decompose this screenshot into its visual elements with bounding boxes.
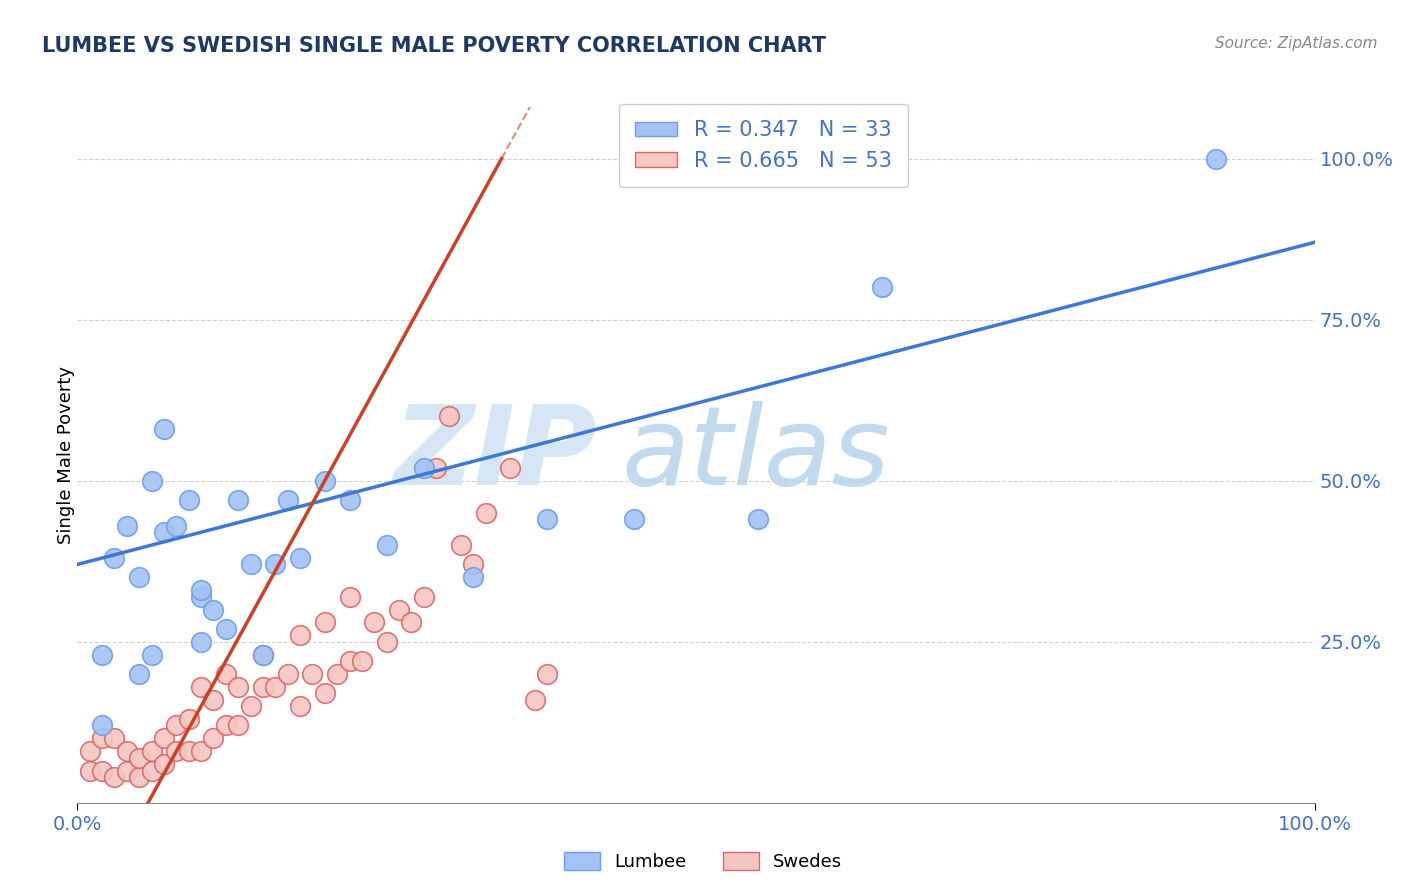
Point	[463, 558, 485, 572]
Point	[177, 493, 200, 508]
Point	[115, 764, 138, 778]
Point	[215, 622, 238, 636]
Point	[339, 654, 361, 668]
Point	[190, 680, 212, 694]
Text: atlas: atlas	[621, 401, 890, 508]
Point	[103, 770, 125, 784]
Point	[425, 460, 447, 475]
Point	[401, 615, 423, 630]
Point	[190, 583, 212, 598]
Point	[141, 764, 163, 778]
Point	[412, 590, 434, 604]
Point	[870, 280, 893, 294]
Point	[339, 493, 361, 508]
Point	[190, 744, 212, 758]
Point	[388, 602, 411, 616]
Point	[128, 667, 150, 681]
Point	[1205, 152, 1227, 166]
Point	[314, 615, 336, 630]
Point	[252, 680, 274, 694]
Point	[536, 512, 558, 526]
Point	[153, 422, 176, 436]
Point	[450, 538, 472, 552]
Point	[103, 551, 125, 566]
Point	[314, 686, 336, 700]
Point	[202, 731, 225, 746]
Point	[375, 538, 398, 552]
Point	[153, 731, 176, 746]
Point	[463, 570, 485, 584]
Point	[79, 744, 101, 758]
Point	[226, 680, 249, 694]
Point	[103, 731, 125, 746]
Point	[326, 667, 349, 681]
Legend: Lumbee, Swedes: Lumbee, Swedes	[557, 845, 849, 879]
Text: LUMBEE VS SWEDISH SINGLE MALE POVERTY CORRELATION CHART: LUMBEE VS SWEDISH SINGLE MALE POVERTY CO…	[42, 36, 827, 55]
Point	[128, 570, 150, 584]
Point	[264, 680, 287, 694]
Point	[91, 764, 114, 778]
Point	[177, 712, 200, 726]
Point	[288, 628, 311, 642]
Point	[202, 692, 225, 706]
Point	[524, 692, 547, 706]
Point	[252, 648, 274, 662]
Point	[747, 512, 769, 526]
Point	[190, 634, 212, 648]
Point	[165, 518, 187, 533]
Point	[288, 699, 311, 714]
Point	[190, 590, 212, 604]
Point	[141, 474, 163, 488]
Point	[115, 518, 138, 533]
Point	[165, 718, 187, 732]
Point	[128, 750, 150, 764]
Point	[301, 667, 323, 681]
Point	[202, 602, 225, 616]
Point	[226, 493, 249, 508]
Point	[412, 460, 434, 475]
Point	[239, 558, 262, 572]
Point	[339, 590, 361, 604]
Point	[623, 512, 645, 526]
Point	[128, 770, 150, 784]
Point	[252, 648, 274, 662]
Point	[91, 648, 114, 662]
Point	[79, 764, 101, 778]
Point	[91, 731, 114, 746]
Point	[474, 506, 496, 520]
Point	[153, 757, 176, 772]
Point	[277, 667, 299, 681]
Point	[239, 699, 262, 714]
Text: Source: ZipAtlas.com: Source: ZipAtlas.com	[1215, 36, 1378, 51]
Point	[153, 525, 176, 540]
Point	[226, 718, 249, 732]
Point	[499, 460, 522, 475]
Point	[177, 744, 200, 758]
Point	[115, 744, 138, 758]
Text: ZIP: ZIP	[394, 401, 598, 508]
Point	[288, 551, 311, 566]
Y-axis label: Single Male Poverty: Single Male Poverty	[58, 366, 75, 544]
Point	[165, 744, 187, 758]
Point	[141, 648, 163, 662]
Point	[277, 493, 299, 508]
Point	[215, 667, 238, 681]
Legend: R = 0.347   N = 33, R = 0.665   N = 53: R = 0.347 N = 33, R = 0.665 N = 53	[619, 103, 908, 187]
Point	[350, 654, 373, 668]
Point	[141, 744, 163, 758]
Point	[437, 409, 460, 424]
Point	[215, 718, 238, 732]
Point	[536, 667, 558, 681]
Point	[91, 718, 114, 732]
Point	[264, 558, 287, 572]
Point	[375, 634, 398, 648]
Point	[314, 474, 336, 488]
Point	[363, 615, 385, 630]
